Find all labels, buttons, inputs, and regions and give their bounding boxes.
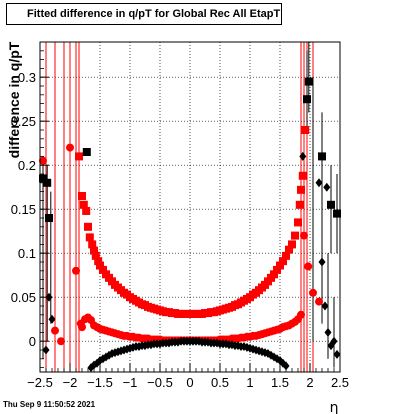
data-point <box>75 152 83 161</box>
data-point <box>79 200 88 209</box>
data-point <box>301 126 310 134</box>
data-point <box>78 323 86 332</box>
data-point <box>303 95 311 104</box>
data-point <box>39 174 47 183</box>
data-markers <box>39 77 341 373</box>
data-point <box>273 265 281 274</box>
data-point <box>90 246 98 255</box>
timestamp-footer: Thu Sep 9 11:50:52 2021 <box>3 400 96 409</box>
data-point <box>51 326 59 335</box>
data-point <box>39 156 47 165</box>
data-point <box>304 262 313 271</box>
x-tick-label: 2 <box>306 375 313 390</box>
data-point <box>282 361 290 371</box>
data-point <box>295 200 304 209</box>
data-point <box>318 257 326 267</box>
data-point <box>99 265 107 274</box>
y-tick-label: 0.1 <box>18 246 36 261</box>
data-point <box>48 314 56 324</box>
data-point <box>85 233 94 242</box>
data-point <box>294 218 302 227</box>
data-point <box>270 270 278 279</box>
x-tick-label: −1.5 <box>87 375 113 390</box>
data-point <box>323 182 331 192</box>
x-tick-label: 2.5 <box>331 375 349 390</box>
data-point <box>72 266 80 275</box>
data-point <box>315 178 323 188</box>
data-point <box>45 214 53 222</box>
data-point <box>279 257 287 266</box>
y-tick-label: 0.2 <box>18 158 36 173</box>
data-point <box>321 301 329 311</box>
data-point <box>291 231 299 240</box>
data-point <box>94 257 103 266</box>
y-tick-label: 0.25 <box>11 114 36 129</box>
data-point <box>300 231 308 240</box>
data-point <box>282 251 290 260</box>
y-tick-label: 0.15 <box>11 202 36 217</box>
x-tick-label: −0.5 <box>147 375 173 390</box>
data-point <box>299 151 307 161</box>
y-tick-label: 0 <box>29 334 36 349</box>
data-point <box>57 337 65 346</box>
axis-ticks: −2.5 −2 −1.5 −1 −0.5 0 0.5 1 1.5 2 2.5 0 0.05 0.1 0.15… <box>11 50 349 390</box>
data-point <box>82 206 91 215</box>
data-point <box>330 336 338 346</box>
x-tick-label: 1 <box>246 375 253 390</box>
data-point <box>318 152 326 161</box>
x-tick-label: 0 <box>186 375 193 390</box>
y-tick-label: 0.3 <box>18 70 36 85</box>
data-point <box>43 178 52 187</box>
data-point <box>309 288 317 297</box>
data-point <box>276 261 284 270</box>
x-tick-label: −1 <box>123 375 138 390</box>
x-tick-label: −2.5 <box>27 375 53 390</box>
data-point <box>297 185 305 194</box>
data-point <box>88 240 97 249</box>
y-tick-label: 0.05 <box>11 290 36 305</box>
data-point <box>327 200 335 209</box>
y-axis-label: difference in q/pT <box>6 41 22 158</box>
data-point <box>96 261 104 270</box>
data-point <box>298 171 307 180</box>
data-point <box>297 310 305 319</box>
data-point <box>91 251 100 260</box>
x-axis-label: η <box>330 400 339 414</box>
x-tick-label: 1.5 <box>271 375 289 390</box>
data-point <box>288 240 296 249</box>
data-point <box>333 209 341 218</box>
data-point <box>42 345 50 355</box>
data-point <box>324 327 332 337</box>
data-point <box>78 192 86 200</box>
x-tick-label: −2 <box>63 375 78 390</box>
data-point <box>285 245 293 254</box>
series-diamond-black <box>42 151 341 373</box>
data-point <box>84 222 92 231</box>
series-square-black <box>39 77 341 222</box>
data-point <box>304 77 313 86</box>
data-point <box>82 148 91 156</box>
x-tick-label: 0.5 <box>211 375 229 390</box>
chart-title: Fitted difference in q/pT for Global Rec… <box>6 3 282 25</box>
data-point <box>66 143 74 152</box>
data-point <box>315 297 323 306</box>
data-point <box>333 349 341 359</box>
series-square-red <box>75 126 310 318</box>
